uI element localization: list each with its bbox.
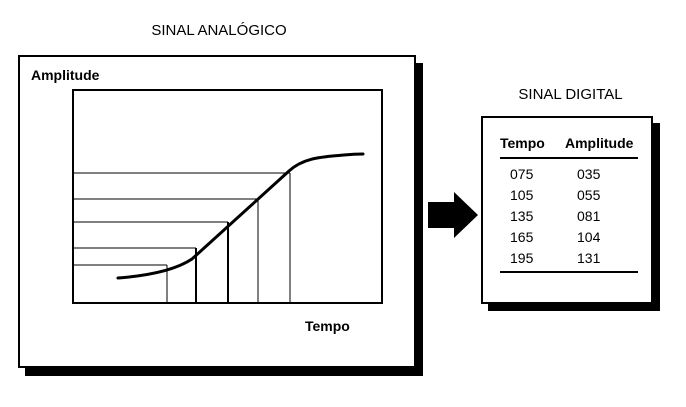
table-header-tempo: Tempo [500,135,545,151]
arrow-right-icon [428,192,478,238]
table-footer-rule [500,271,638,273]
table-cell-amplitude: 035 [577,166,601,182]
table-cell-amplitude: 104 [577,229,601,245]
table-cell-tempo: 195 [510,250,534,266]
table-cell-amplitude: 081 [577,208,601,224]
analog-signal-plot [72,89,383,304]
table-header-rule [500,157,638,159]
table-cell-amplitude: 055 [577,187,601,203]
table-cell-tempo: 165 [510,229,534,245]
analog-signal-title: SINAL ANALÓGICO [151,22,287,39]
analog-curve-svg [74,152,365,304]
table-cell-amplitude: 131 [577,250,601,266]
tempo-axis-label: Tempo [305,318,350,334]
table-header-amplitude: Amplitude [565,135,634,151]
table-cell-tempo: 135 [510,208,534,224]
table-cell-tempo: 075 [510,166,534,182]
digital-signal-title: SINAL DIGITAL [518,86,623,103]
analog-curve [116,152,365,280]
amplitude-axis-label: Amplitude [31,67,100,83]
table-cell-tempo: 105 [510,187,534,203]
